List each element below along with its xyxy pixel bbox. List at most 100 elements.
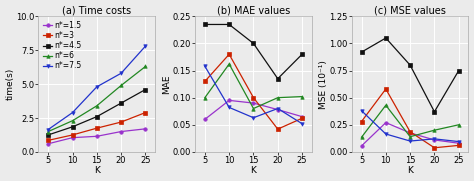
n*=3 [456,144,462,146]
Line: n*=7.5: n*=7.5 [360,109,460,143]
Line: n*=4.5: n*=4.5 [203,23,304,80]
n*=6 [456,124,462,126]
Line: n*=6: n*=6 [360,104,460,139]
n*=1.5 [251,102,256,104]
n*=1.5 [202,118,208,120]
Line: n*=6: n*=6 [203,62,304,110]
n*=3 [251,97,256,99]
Title: (a) Time costs: (a) Time costs [62,6,131,16]
n*=3 [94,127,100,129]
Line: n*=7.5: n*=7.5 [203,64,304,125]
Y-axis label: MAE: MAE [162,74,171,94]
Title: (b) MAE values: (b) MAE values [217,6,290,16]
n*=7.5 [118,72,124,74]
n*=7.5 [359,110,365,112]
X-axis label: K: K [407,167,413,175]
Y-axis label: time(s): time(s) [6,68,15,100]
n*=7.5 [202,65,208,67]
n*=1.5 [118,131,124,133]
n*=4.5 [275,78,281,80]
n*=6 [431,129,437,131]
n*=1.5 [431,139,437,141]
Line: n*=3: n*=3 [46,111,147,142]
n*=6 [383,104,389,106]
n*=3 [118,121,124,123]
n*=6 [202,97,208,99]
n*=1.5 [299,115,305,118]
n*=7.5 [407,140,413,142]
Line: n*=4.5: n*=4.5 [46,88,147,137]
Line: n*=1.5: n*=1.5 [203,99,304,121]
n*=3 [431,147,437,149]
n*=1.5 [456,142,462,144]
Title: (c) MSE values: (c) MSE values [374,6,446,16]
X-axis label: K: K [251,167,256,175]
n*=6 [118,84,124,87]
n*=3 [275,128,281,130]
n*=6 [407,136,413,138]
n*=6 [275,97,281,99]
n*=4.5 [143,89,148,91]
n*=6 [46,131,51,133]
n*=3 [299,117,305,119]
n*=4.5 [251,42,256,45]
n*=7.5 [383,133,389,135]
n*=1.5 [94,135,100,137]
Line: n*=3: n*=3 [203,52,304,131]
n*=7.5 [226,106,232,109]
n*=4.5 [46,134,51,136]
n*=4.5 [94,115,100,118]
n*=7.5 [94,86,100,88]
n*=4.5 [431,111,437,113]
n*=6 [251,108,256,110]
n*=3 [70,134,75,136]
n*=6 [143,65,148,68]
n*=7.5 [251,117,256,119]
n*=6 [70,120,75,122]
n*=6 [299,96,305,98]
n*=4.5 [299,53,305,55]
n*=6 [94,105,100,107]
n*=1.5 [407,132,413,134]
n*=1.5 [275,109,281,111]
n*=1.5 [70,137,75,139]
n*=6 [226,63,232,65]
n*=1.5 [143,128,148,130]
n*=1.5 [359,145,365,147]
n*=7.5 [70,111,75,114]
n*=3 [226,53,232,55]
n*=4.5 [202,23,208,26]
n*=4.5 [407,64,413,66]
n*=3 [407,131,413,133]
n*=1.5 [383,121,389,124]
n*=7.5 [275,108,281,110]
Line: n*=7.5: n*=7.5 [46,44,147,131]
X-axis label: K: K [94,167,100,175]
n*=3 [383,88,389,90]
n*=7.5 [456,140,462,143]
n*=7.5 [299,123,305,125]
n*=7.5 [431,138,437,140]
n*=4.5 [359,51,365,53]
Legend: n*=1.5, n*=3, n*=4.5, n*=6, n*=7.5: n*=1.5, n*=3, n*=4.5, n*=6, n*=7.5 [41,19,84,73]
n*=3 [143,111,148,114]
n*=6 [359,136,365,138]
n*=1.5 [226,99,232,102]
n*=7.5 [46,129,51,131]
n*=7.5 [143,45,148,47]
Y-axis label: MSE (10⁻¹): MSE (10⁻¹) [319,60,328,109]
n*=3 [46,139,51,142]
n*=4.5 [456,70,462,72]
n*=3 [359,120,365,123]
n*=4.5 [70,126,75,128]
Line: n*=1.5: n*=1.5 [46,127,147,146]
Line: n*=4.5: n*=4.5 [360,36,460,113]
n*=4.5 [118,102,124,104]
Line: n*=1.5: n*=1.5 [360,121,460,148]
n*=1.5 [46,143,51,145]
n*=3 [202,80,208,83]
Line: n*=3: n*=3 [360,87,460,150]
Line: n*=6: n*=6 [46,65,147,133]
n*=4.5 [383,37,389,39]
n*=4.5 [226,23,232,26]
